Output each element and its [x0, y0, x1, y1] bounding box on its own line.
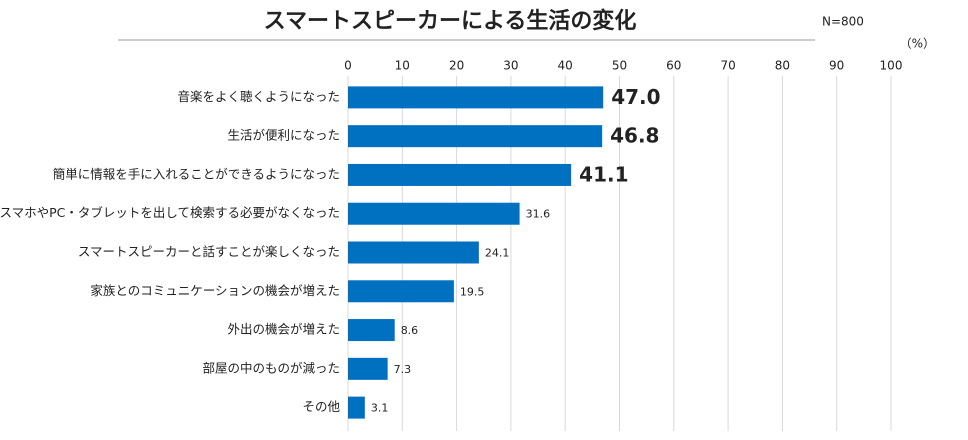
value-label: 19.5: [460, 285, 485, 298]
x-tick-label: 70: [720, 59, 735, 73]
x-tick-label: 40: [558, 59, 573, 73]
bar: [348, 319, 395, 342]
value-label: 7.3: [394, 363, 412, 376]
y-tick-label: 部屋の中のものが減った: [202, 360, 340, 375]
y-tick-label: その他: [302, 399, 340, 414]
unit-label: （%）: [900, 37, 935, 51]
value-label: 31.6: [526, 208, 551, 221]
value-label: 24.1: [485, 247, 510, 260]
bar: [348, 163, 572, 186]
value-label: 3.1: [371, 402, 389, 415]
bar: [348, 357, 388, 380]
x-tick-label: 20: [449, 59, 464, 73]
x-tick-label: 10: [395, 59, 410, 73]
x-tick-label: 0: [344, 59, 352, 73]
bar: [348, 125, 603, 148]
bar: [348, 396, 365, 419]
value-label: 47.0: [611, 85, 660, 109]
value-label: 8.6: [401, 324, 419, 337]
y-tick-label: 家族とのコミュニケーションの機会が増えた: [90, 283, 340, 298]
x-tick-label: 90: [829, 59, 844, 73]
value-label: 41.1: [579, 162, 628, 186]
value-label: 46.8: [610, 124, 659, 148]
bar: [348, 86, 604, 109]
bar: [348, 202, 520, 225]
x-tick-label: 30: [503, 59, 518, 73]
y-tick-label: 簡単に情報を手に入れることができるようになった: [53, 166, 340, 181]
y-tick-label: スマホやPC・タブレットを出して検索する必要がなくなった: [0, 205, 340, 220]
chart-title: スマートスピーカーによる生活の変化: [264, 8, 637, 34]
x-tick-label: 60: [666, 59, 681, 73]
bar: [348, 241, 479, 264]
bar: [348, 280, 454, 303]
sample-size: N=800: [822, 15, 864, 29]
x-tick-label: 80: [775, 59, 790, 73]
x-tick-label: 100: [880, 59, 903, 73]
y-tick-label: スマートスピーカーと話すことが楽しくなった: [78, 244, 340, 259]
y-tick-label: 外出の機会が増えた: [227, 322, 340, 337]
y-tick-label: 音楽をよく聴くようになった: [177, 89, 340, 104]
x-tick-label: 50: [612, 59, 627, 73]
y-tick-label: 生活が便利になった: [227, 128, 340, 143]
